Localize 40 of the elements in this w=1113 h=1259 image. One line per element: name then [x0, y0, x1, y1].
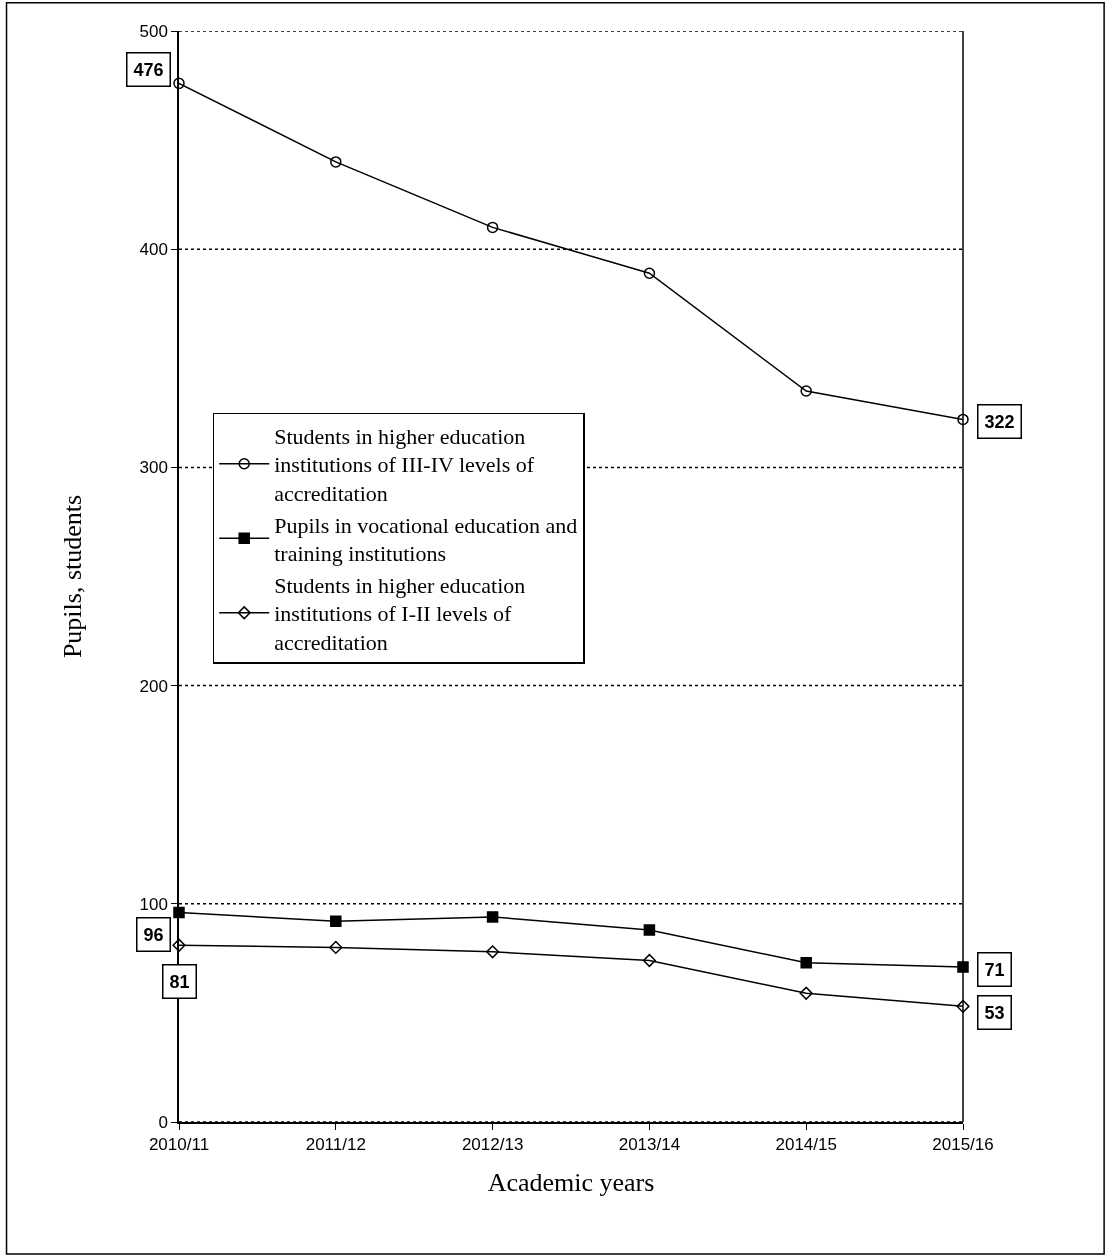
- y-tick-label: 100: [139, 894, 168, 914]
- point: [800, 956, 812, 969]
- data-label: 53: [984, 1002, 1005, 1023]
- x-tick-label: 2013/14: [618, 1135, 681, 1155]
- point: [330, 156, 342, 168]
- data-label: 71: [984, 959, 1005, 980]
- point: [329, 940, 343, 955]
- data-label: 96: [143, 924, 164, 945]
- legend-label: Pupils in vocational education and training institutions: [274, 512, 578, 567]
- point: [800, 385, 812, 397]
- y-tick-label: 0: [158, 1112, 168, 1132]
- data-label: 476: [133, 59, 164, 80]
- x-tick-label: 2010/11: [148, 1135, 210, 1155]
- y-tick-label: 200: [139, 676, 168, 696]
- data-label: 322: [984, 411, 1015, 432]
- point: [956, 999, 970, 1013]
- point: [173, 77, 185, 90]
- point: [957, 961, 969, 973]
- point: [799, 986, 813, 1000]
- x-tick-label: 2015/16: [932, 1135, 994, 1155]
- point: [957, 413, 969, 426]
- legend-label: Students in higher education institutions of I-II levels of accreditation: [274, 572, 526, 655]
- point: [643, 924, 656, 936]
- x-tick-label: 2012/13: [461, 1135, 524, 1155]
- x-tick-label: 2011/12: [305, 1135, 366, 1155]
- point: [643, 267, 656, 279]
- point: [486, 911, 499, 923]
- point: [330, 915, 342, 928]
- point: [172, 938, 186, 952]
- y-tick-label: 400: [139, 240, 168, 260]
- legend-label: Students in higher education institutions of III-IV levels of accreditation: [274, 423, 535, 506]
- y-tick-label: 300: [139, 458, 168, 478]
- data-label: 81: [169, 971, 190, 992]
- y-tick-label: 500: [139, 21, 168, 41]
- point: [486, 945, 500, 959]
- y-axis-title: Pupils, students: [58, 494, 88, 659]
- x-axis-title: Academic years: [487, 1168, 655, 1198]
- point: [486, 221, 499, 234]
- x-tick-label: 2014/15: [775, 1135, 837, 1155]
- point: [642, 953, 656, 968]
